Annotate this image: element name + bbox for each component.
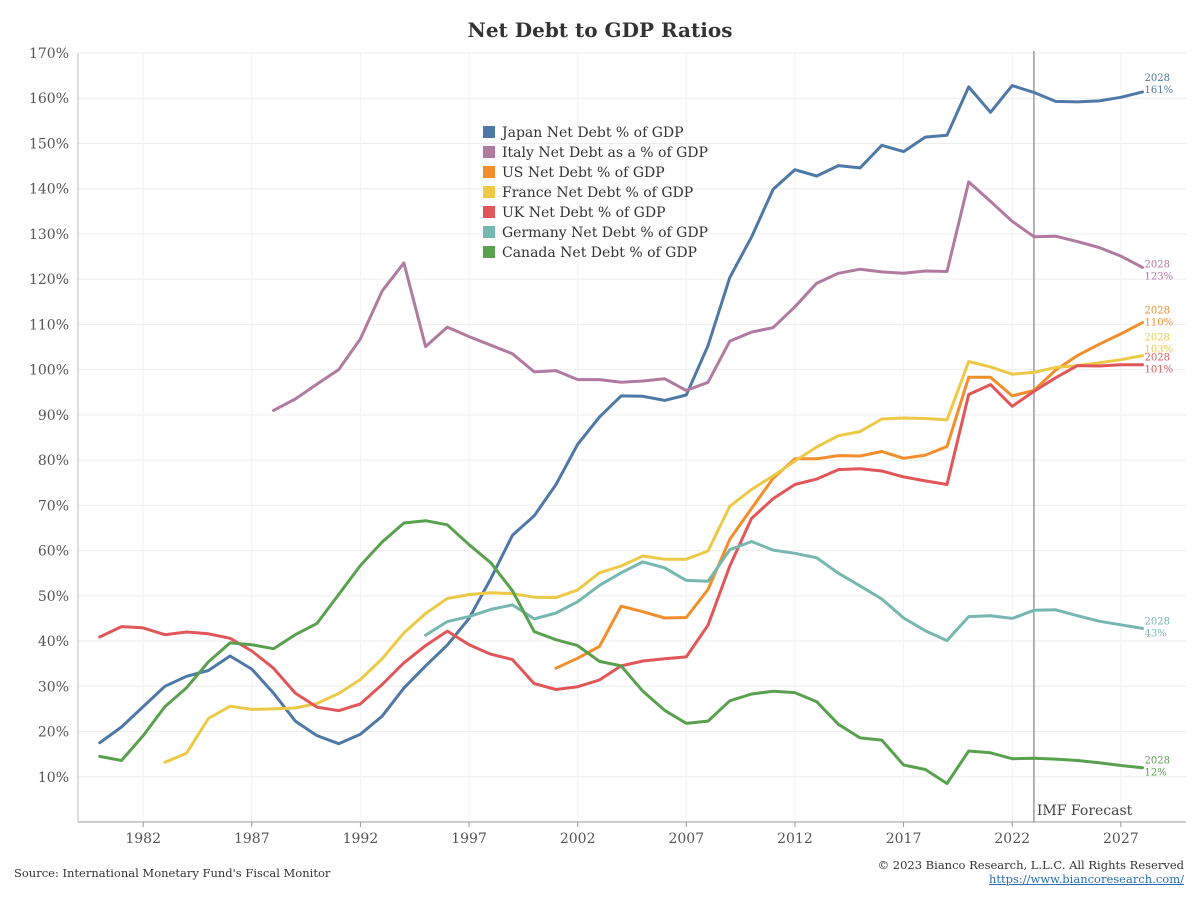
end-label-value: 103% bbox=[1145, 345, 1174, 356]
y-tick-label: 160% bbox=[29, 91, 69, 107]
legend-swatch bbox=[483, 126, 495, 138]
chart-title: Net Debt to GDP Ratios bbox=[468, 18, 733, 42]
x-tick-label: 2022 bbox=[994, 831, 1030, 847]
x-tick-label: 2027 bbox=[1103, 831, 1139, 847]
legend-label: Italy Net Debt as a % of GDP bbox=[502, 145, 708, 161]
x-tick-label: 1992 bbox=[343, 831, 379, 847]
series-line-3 bbox=[163, 354, 1144, 764]
legend-swatch bbox=[483, 246, 495, 258]
end-label-year: 2028 bbox=[1145, 756, 1170, 767]
legend-swatch bbox=[483, 146, 495, 158]
series-line-2 bbox=[554, 321, 1144, 670]
end-labels: 2028161%2028123%2028110%2028103%2028101%… bbox=[1145, 73, 1174, 779]
y-tick-label: 10% bbox=[38, 770, 69, 786]
y-tick-label: 20% bbox=[38, 725, 69, 741]
end-label-year: 2028 bbox=[1145, 73, 1170, 84]
end-label-year: 2028 bbox=[1145, 616, 1170, 627]
end-label-value: 101% bbox=[1145, 365, 1174, 376]
y-tick-label: 70% bbox=[38, 498, 69, 514]
x-tick-label: 2012 bbox=[777, 831, 813, 847]
end-label-year: 2028 bbox=[1145, 306, 1170, 317]
y-tick-label: 50% bbox=[38, 589, 69, 605]
legend-label: US Net Debt % of GDP bbox=[502, 165, 665, 181]
gridlines bbox=[78, 52, 1186, 822]
legend-label: UK Net Debt % of GDP bbox=[502, 205, 666, 221]
legend-swatch bbox=[483, 186, 495, 198]
y-tick-label: 110% bbox=[29, 317, 69, 333]
series-line-0 bbox=[98, 84, 1144, 746]
y-tick-label: 130% bbox=[29, 227, 69, 243]
forecast-label: IMF Forecast bbox=[1037, 803, 1133, 819]
x-tick-label: 1997 bbox=[451, 831, 487, 847]
legend-swatch bbox=[483, 166, 495, 178]
end-label-value: 12% bbox=[1145, 768, 1167, 779]
x-tick-label: 2017 bbox=[886, 831, 922, 847]
series-line-5 bbox=[424, 540, 1144, 643]
legend-swatch bbox=[483, 226, 495, 238]
y-tick-label: 30% bbox=[38, 679, 69, 695]
series-line-6 bbox=[98, 519, 1144, 785]
series-lines bbox=[98, 84, 1144, 785]
website-link[interactable]: https://www.biancoresearch.com/ bbox=[988, 872, 1184, 886]
y-tick-label: 40% bbox=[38, 634, 69, 650]
legend-label: Germany Net Debt % of GDP bbox=[502, 225, 708, 241]
y-tick-label: 60% bbox=[38, 544, 69, 560]
end-label-year: 2028 bbox=[1145, 333, 1170, 344]
end-label-value: 43% bbox=[1145, 628, 1167, 639]
series-line-4 bbox=[98, 363, 1144, 713]
legend-label: Japan Net Debt % of GDP bbox=[500, 125, 684, 141]
copyright-note: © 2023 Bianco Research, L.L.C. All Right… bbox=[877, 858, 1184, 872]
legend-swatch bbox=[483, 206, 495, 218]
series-line-1 bbox=[272, 180, 1144, 412]
x-tick-label: 1982 bbox=[125, 831, 161, 847]
axes: 10% 20% 30% 40% 50% 60% 70% 80% 90% 100% 110% 120% 1… bbox=[29, 46, 1186, 847]
forecast-marker: IMF Forecast bbox=[1033, 51, 1133, 822]
y-tick-label: 140% bbox=[29, 182, 69, 198]
x-tick-label: 2002 bbox=[560, 831, 596, 847]
end-label-value: 110% bbox=[1145, 318, 1174, 329]
y-tick-label: 120% bbox=[29, 272, 69, 288]
legend: Japan Net Debt % of GDP Italy Net Debt as… bbox=[483, 125, 708, 261]
source-note: Source: International Monetary Fund's Fi… bbox=[14, 866, 331, 880]
y-tick-label: 150% bbox=[29, 136, 69, 152]
y-tick-label: 170% bbox=[29, 46, 69, 62]
x-tick-label: 1987 bbox=[234, 831, 270, 847]
legend-label: Canada Net Debt % of GDP bbox=[502, 245, 697, 261]
y-tick-label: 80% bbox=[38, 453, 69, 469]
end-label-value: 161% bbox=[1145, 85, 1174, 96]
legend-label: France Net Debt % of GDP bbox=[502, 185, 693, 201]
x-tick-label: 2007 bbox=[668, 831, 704, 847]
end-label-year: 2028 bbox=[1145, 353, 1170, 364]
y-tick-label: 100% bbox=[29, 363, 69, 379]
end-label-value: 123% bbox=[1145, 271, 1174, 282]
end-label-year: 2028 bbox=[1145, 259, 1170, 270]
y-tick-label: 90% bbox=[38, 408, 69, 424]
